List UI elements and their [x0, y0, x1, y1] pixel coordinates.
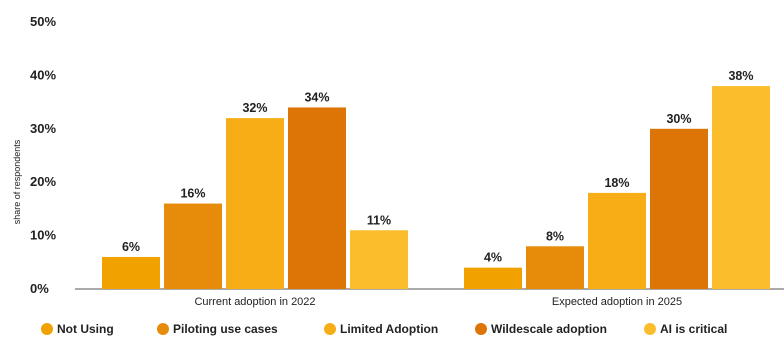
data-label: 34% — [304, 90, 329, 104]
data-label: 30% — [666, 112, 691, 126]
data-label: 38% — [728, 69, 753, 83]
x-category-label: Current adoption in 2022 — [194, 296, 315, 308]
bar — [226, 118, 284, 290]
legend-swatch — [475, 323, 487, 335]
y-tick-label: 20% — [30, 174, 56, 189]
legend-swatch — [644, 323, 656, 335]
y-tick-label: 30% — [30, 121, 56, 136]
legend-swatch — [157, 323, 169, 335]
legend-swatch — [324, 323, 336, 335]
data-label: 6% — [122, 240, 140, 254]
legend-label: Piloting use cases — [173, 322, 278, 336]
y-axis-label: share of respondents — [12, 139, 22, 224]
data-label: 4% — [484, 251, 502, 265]
bar — [650, 128, 708, 289]
data-label: 16% — [180, 187, 205, 201]
legend-label: Not Using — [57, 322, 114, 336]
x-axis-categories: Current adoption in 2022 Expected adoptio… — [194, 296, 682, 308]
data-label: 11% — [367, 213, 391, 227]
bars: 6% 16% 32% 34% 11% 4% 8% 18% 30% 38% — [102, 69, 770, 290]
y-tick-label: 40% — [30, 67, 56, 82]
bar — [712, 86, 770, 289]
bar — [464, 267, 522, 289]
bar — [588, 192, 646, 289]
bar — [526, 246, 584, 289]
data-label: 8% — [546, 229, 564, 243]
legend-swatch — [41, 323, 53, 335]
bar — [288, 107, 346, 289]
x-category-label: Expected adoption in 2025 — [552, 296, 682, 308]
y-tick-label: 50% — [30, 14, 56, 29]
legend-label: Wildescale adoption — [491, 322, 607, 336]
legend-label: Limited Adoption — [340, 322, 438, 336]
legend-label: AI is critical — [660, 322, 727, 336]
bar — [102, 256, 160, 289]
legend: Not Using Piloting use cases Limited Adopt… — [41, 322, 727, 336]
data-label: 32% — [242, 101, 267, 115]
y-tick-label: 10% — [30, 228, 56, 243]
y-axis-ticks: 0% 10% 20% 30% 40% 50% — [30, 14, 56, 296]
y-tick-label: 0% — [30, 281, 49, 296]
data-label: 18% — [604, 176, 629, 190]
bar — [164, 203, 222, 289]
bar — [350, 230, 408, 289]
